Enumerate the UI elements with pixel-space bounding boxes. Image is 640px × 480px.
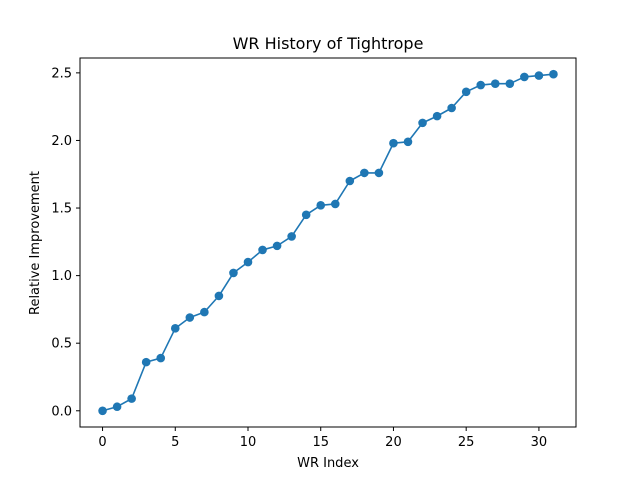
data-point: [403, 137, 413, 147]
data-point: [316, 201, 326, 210]
data-point: [98, 406, 107, 416]
x-tick-label: 0: [98, 435, 106, 450]
y-tick-label: 0.0: [51, 404, 72, 419]
data-point: [389, 138, 398, 148]
data-point: [505, 79, 515, 88]
x-tick-label: 5: [171, 435, 179, 450]
x-tick-label: 30: [531, 435, 548, 450]
plot-area: 0 5 10 15 20 25 30 0.0 0.5 1.0 1.5 2.0 2.5: [51, 57, 577, 450]
data-point: [258, 245, 267, 255]
x-tick-label: 25: [458, 435, 475, 450]
data-point: [301, 210, 311, 220]
data-point: [461, 87, 471, 97]
data-point: [200, 307, 209, 317]
data-point: [170, 324, 180, 333]
data-point: [330, 199, 340, 209]
chart-title: WR History of Tightrope: [233, 34, 424, 53]
data-point: [287, 232, 296, 241]
y-tick-label: 1.5: [51, 202, 72, 217]
data-point: [534, 71, 544, 80]
data-point: [272, 241, 282, 251]
data-point: [243, 257, 253, 267]
data-point: [432, 111, 442, 121]
y-tick-label: 2.0: [51, 134, 72, 149]
data-point: [418, 118, 427, 128]
data-point: [185, 313, 195, 322]
y-tick-label: 2.5: [51, 66, 72, 81]
data-point: [490, 79, 500, 88]
data-point: [447, 103, 456, 113]
y-axis-label: Relative Improvement: [28, 171, 43, 315]
data-point: [549, 69, 558, 79]
data-point: [156, 353, 166, 363]
y-tick-label: 0.5: [51, 337, 72, 352]
data-point: [360, 168, 369, 178]
data-point: [476, 80, 486, 90]
data-point: [214, 291, 224, 301]
data-point: [127, 394, 136, 403]
x-tick-label: 20: [385, 435, 402, 450]
data-point: [229, 268, 238, 278]
data-point: [520, 72, 529, 82]
data-point: [141, 357, 151, 367]
data-point: [112, 402, 122, 412]
x-tick-label: 10: [240, 435, 257, 450]
x-tick-label: 15: [312, 435, 329, 450]
axes-frame: [79, 57, 577, 428]
y-tick-label: 1.0: [51, 269, 72, 284]
x-axis-label: WR Index: [297, 456, 359, 471]
data-point: [345, 176, 355, 186]
data-point: [374, 168, 384, 178]
